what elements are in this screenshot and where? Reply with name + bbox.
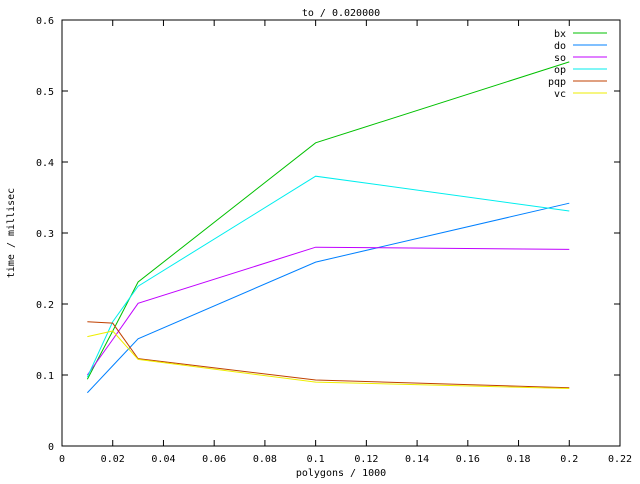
x-tick-label: 0.06 [202, 454, 226, 465]
x-tick-label: 0.16 [456, 454, 480, 465]
plot-frame [61, 19, 621, 447]
y-tick-label: 0.4 [36, 158, 54, 169]
x-tick-label: 0.1 [307, 454, 325, 465]
series-line-op [86, 175, 570, 378]
y-tick-label: 0.2 [36, 300, 54, 311]
series-line-so [86, 246, 570, 376]
series-line-vc [87, 330, 570, 389]
x-tick-label: 0.04 [151, 454, 175, 465]
y-axis-label: time / millisec [6, 188, 17, 278]
legend-label-op: op [554, 65, 566, 76]
x-tick-label: 0.02 [101, 454, 125, 465]
series-line-pqp [87, 321, 570, 389]
legend-label-do: do [554, 41, 566, 52]
x-tick-label: 0.08 [253, 454, 277, 465]
series-line-do [86, 202, 570, 394]
legend-label-so: so [554, 53, 566, 64]
y-tick-label: 0.3 [36, 229, 54, 240]
x-tick-label: 0.18 [506, 454, 530, 465]
x-tick-label: 0 [59, 454, 65, 465]
y-tick-label: 0.1 [36, 371, 54, 382]
y-tick-label: 0.5 [36, 87, 54, 98]
legend-label-bx: bx [554, 29, 566, 40]
legend-label-pqp: pqp [548, 77, 566, 88]
x-tick-label: 0.22 [608, 454, 632, 465]
y-tick-label: 0.6 [36, 16, 54, 27]
legend-label-vc: vc [554, 89, 566, 100]
x-tick-label: 0.2 [560, 454, 578, 465]
x-tick-label: 0.12 [354, 454, 378, 465]
chart-title: to / 0.020000 [302, 8, 380, 19]
x-tick-label: 0.14 [405, 454, 429, 465]
y-tick-label: 0 [48, 442, 54, 453]
series-line-bx [86, 61, 570, 380]
x-axis-label: polygons / 1000 [296, 468, 386, 479]
